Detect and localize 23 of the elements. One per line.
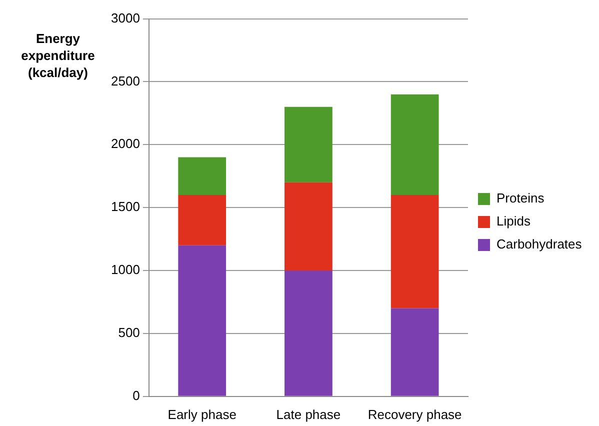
- y-tick-label: 2500: [111, 73, 140, 88]
- bar: [178, 195, 226, 246]
- x-tick-label: Late phase: [276, 406, 341, 422]
- bar: [178, 245, 226, 396]
- legend-label: Lipids: [496, 214, 531, 229]
- y-tick-label: 1000: [111, 262, 140, 278]
- y-tick-label: 3000: [111, 10, 140, 26]
- bar: [284, 182, 332, 271]
- x-tick-label: Early phase: [168, 406, 236, 422]
- bar: [390, 308, 439, 396]
- x-tick-label: Recovery phase: [368, 406, 462, 422]
- y-tick-label: 500: [118, 325, 140, 340]
- bar: [284, 106, 332, 182]
- bar: [390, 94, 439, 196]
- y-tick-label: 0: [132, 388, 140, 403]
- y-axis-title: Energy expenditure (kcal/day): [20, 30, 96, 81]
- y-tick-label: 1500: [111, 199, 140, 214]
- bar: [178, 157, 226, 196]
- bar: [390, 195, 439, 308]
- legend-label: Carbohydrates: [496, 236, 582, 252]
- y-tick-label: 2000: [111, 136, 140, 152]
- legend-label: Proteins: [496, 190, 545, 206]
- bar: [284, 270, 332, 396]
